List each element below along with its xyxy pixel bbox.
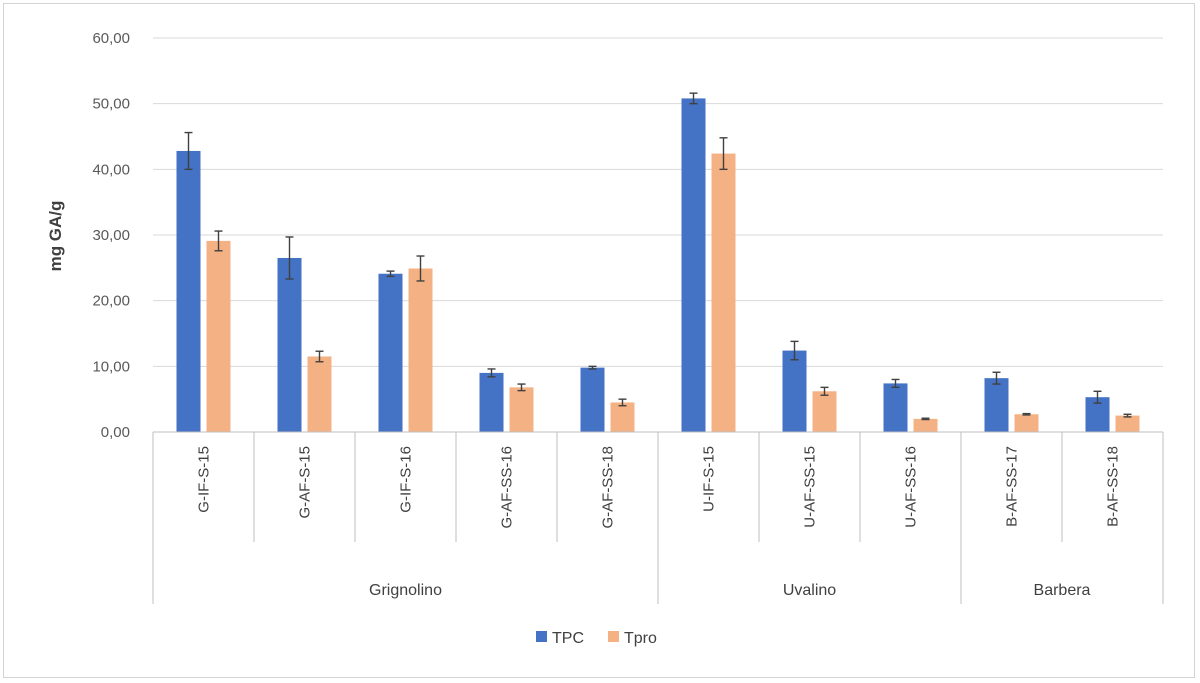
group-label: Uvalino [783,582,836,599]
y-tick-label: 40,00 [92,161,130,178]
bar-tpro-u-af-ss-16 [913,418,938,432]
category-label: G-AF-S-15 [297,446,314,519]
legend-swatch-tpro [608,631,619,642]
category-label: G-AF-SS-18 [600,446,617,529]
bar-tpro-u-if-s-15 [711,153,736,432]
gridlines [153,37,1163,433]
category-label: G-IF-S-15 [196,446,213,513]
y-tick-label: 10,00 [92,358,130,375]
y-tick-label: 60,00 [92,30,130,47]
error-bars [184,92,1132,421]
bar-tpc-g-if-s-16 [378,273,403,432]
legend-swatch-tpc [536,631,547,642]
category-label: B-AF-SS-17 [1004,446,1021,527]
bar-tpc-g-af-ss-16 [479,372,504,432]
category-label: U-AF-SS-15 [802,446,819,528]
bar-tpc-b-af-ss-17 [984,378,1009,432]
legend: TPC Tpro [536,630,657,647]
group-label: Grignolino [369,582,442,599]
bar-tpc-u-af-ss-15 [782,350,807,432]
category-label: G-IF-S-16 [398,446,415,513]
y-tick-label: 20,00 [92,293,130,310]
chart-frame: 0,00 10,00 20,00 30,00 40,00 50,00 60,00 mg GA… [3,3,1195,678]
bars [176,98,1140,433]
legend-label-tpc: TPC [552,630,584,647]
legend-label-tpro: Tpro [624,630,657,647]
category-label: U-AF-SS-16 [903,446,920,528]
group-label: Barbera [1034,582,1091,599]
bar-tpro-g-af-ss-18 [610,402,635,432]
x-axis-categories: G-IF-S-15 G-AF-S-15 G-IF-S-16 G-AF-SS-16 G-A… [196,446,1122,529]
bar-tpc-u-af-ss-16 [883,383,908,432]
bar-tpro-g-af-ss-16 [509,387,534,432]
bar-tpro-g-if-s-16 [408,268,433,432]
category-label: U-IF-S-15 [701,446,718,512]
bar-tpro-g-af-s-15 [307,356,332,432]
y-tick-label: 0,00 [101,424,130,441]
bar-tpc-g-if-s-15 [176,150,201,433]
bar-tpro-b-af-ss-17 [1014,414,1039,432]
bar-tpro-g-if-s-15 [206,240,231,432]
y-tick-label: 50,00 [92,96,130,113]
category-label: B-AF-SS-18 [1105,446,1122,527]
category-label: G-AF-SS-16 [499,446,516,529]
bar-tpc-g-af-s-15 [277,257,302,432]
bar-tpro-b-af-ss-18 [1115,415,1140,432]
y-tick-label: 30,00 [92,227,130,244]
bar-chart: 0,00 10,00 20,00 30,00 40,00 50,00 60,00 mg GA… [46,30,1164,647]
bar-tpro-u-af-ss-15 [812,391,837,432]
y-axis-label: mg GA/g [46,201,65,272]
x-axis [152,431,1164,604]
x-axis-groups: Grignolino Uvalino Barbera [369,582,1091,599]
y-axis-ticks: 0,00 10,00 20,00 30,00 40,00 50,00 60,00 [92,30,130,441]
bar-tpc-u-if-s-15 [681,98,706,432]
bar-tpc-g-af-ss-18 [580,367,605,432]
